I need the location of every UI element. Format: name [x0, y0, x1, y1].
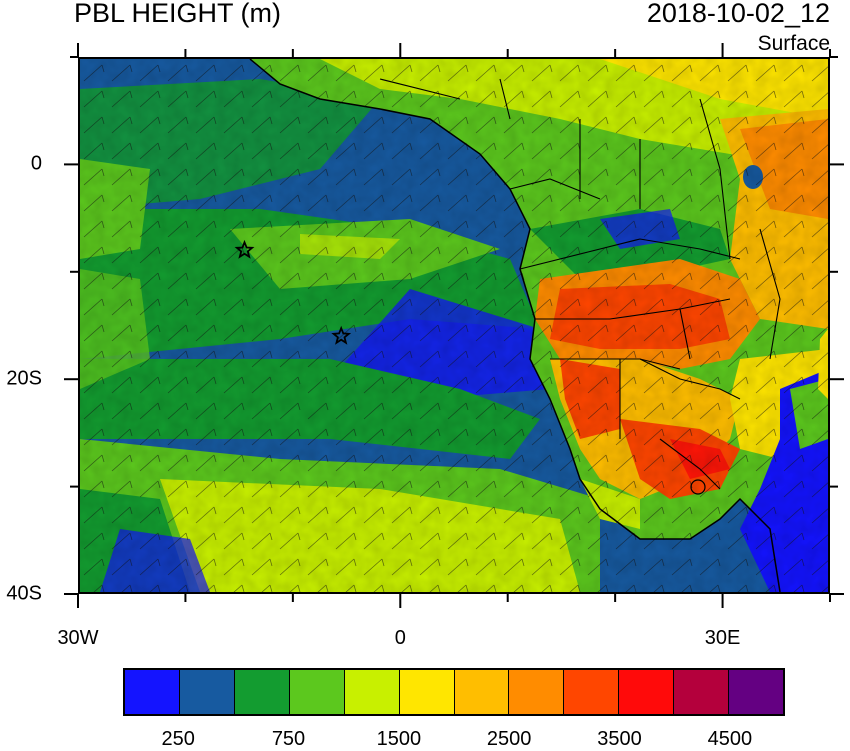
color-legend-swatch	[509, 670, 565, 714]
color-legend-swatch	[619, 670, 675, 714]
color-legend-swatch	[125, 670, 180, 714]
color-legend-bar	[123, 668, 785, 716]
lesotho-outline	[690, 479, 706, 495]
color-legend-label: 750	[271, 728, 306, 750]
color-legend-label: 2500	[486, 728, 532, 750]
valid-time: 2018-10-02_12	[646, 0, 830, 28]
star-marker	[331, 325, 352, 345]
lat-tick-label: 20S	[6, 367, 42, 390]
color-legend-swatch	[729, 670, 784, 714]
lon-tick-label: 30W	[57, 627, 99, 649]
map-panel	[78, 57, 830, 594]
country-borders	[379, 78, 781, 490]
color-legend-swatch	[289, 670, 345, 714]
color-legend-label: 1500	[376, 728, 422, 750]
lon-tick-label: 30E	[704, 627, 741, 649]
color-legend-swatch	[564, 670, 620, 714]
color-legend-swatch	[234, 670, 290, 714]
color-legend-label: 3500	[597, 728, 642, 750]
markers-layer	[234, 239, 352, 345]
color-legend-swatch	[179, 670, 235, 714]
map-title: PBL HEIGHT (m)	[74, 0, 282, 28]
level-label: Surface	[757, 32, 830, 55]
map-svg	[80, 59, 828, 592]
color-legend-swatch	[674, 670, 730, 714]
lat-tick-label: 40S	[6, 582, 42, 605]
lat-tick-label: 0	[30, 152, 42, 175]
lon-tick-label: 0	[394, 627, 406, 649]
color-legend-swatch	[454, 670, 510, 714]
color-legend-swatch	[399, 670, 455, 714]
color-legend-label: 4500	[707, 728, 753, 750]
color-legend-label: 250	[161, 728, 195, 750]
coastline	[249, 59, 781, 592]
star-marker	[234, 239, 255, 259]
color-legend-swatch	[344, 670, 400, 714]
wind-barbs-layer	[80, 59, 828, 592]
